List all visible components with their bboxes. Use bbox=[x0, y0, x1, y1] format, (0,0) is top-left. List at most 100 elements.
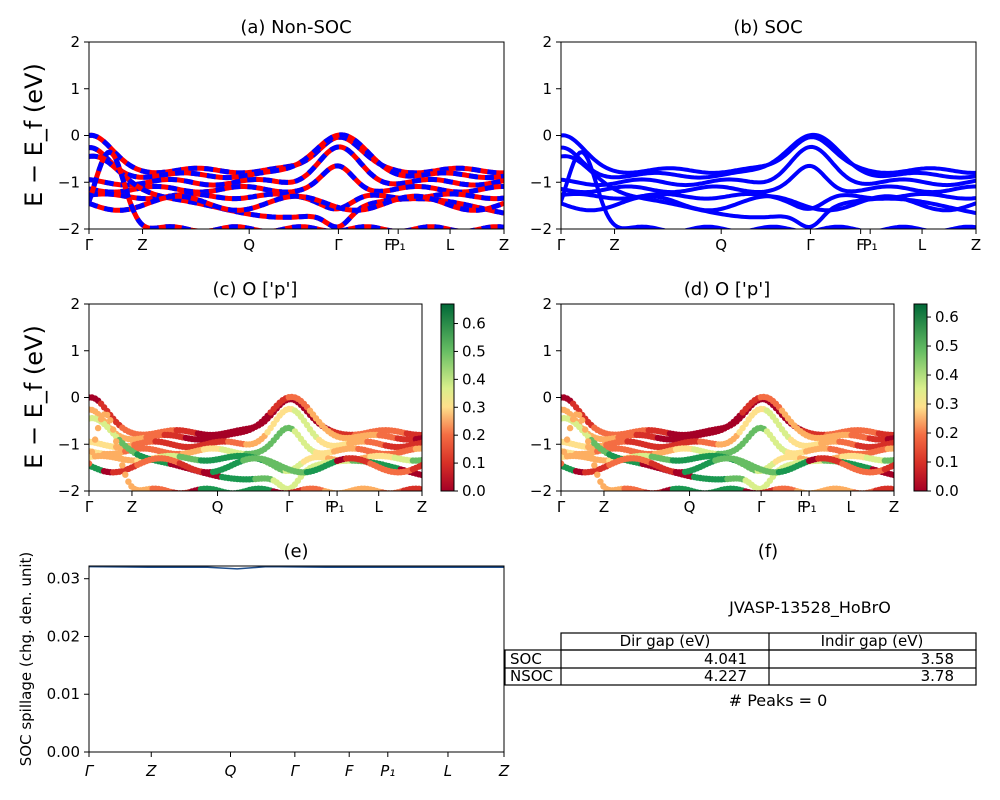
x-tick-label: Q bbox=[243, 236, 255, 254]
band-point bbox=[110, 426, 117, 433]
cbar-tick-label: 0.2 bbox=[462, 426, 486, 444]
band-point bbox=[582, 426, 589, 433]
band-line bbox=[89, 149, 504, 229]
panel-c-points bbox=[89, 393, 422, 491]
band-point bbox=[561, 460, 565, 467]
band-point bbox=[89, 448, 96, 456]
band-point bbox=[97, 416, 105, 423]
panel-b-title: (b) SOC bbox=[733, 17, 802, 38]
x-tick-label: Z bbox=[137, 236, 147, 254]
row-nsoc-dir: 4.227 bbox=[704, 667, 747, 685]
panel-a-nonsoc: (a) Non-SOC 2 1 0 −1 −2 Γ Z Q Γ FP₁ L Z bbox=[58, 17, 509, 254]
y-tick-label: 2 bbox=[542, 295, 552, 313]
colorbar-d-ticks: 0.0 0.1 0.2 0.3 0.4 0.5 0.6 bbox=[927, 308, 959, 500]
band-point bbox=[119, 462, 126, 469]
panel-b-soc: (b) SOC 2 1 0 −1 −2 Γ Z Q Γ FP₁ L Z bbox=[530, 17, 981, 254]
y-tick-label: −2 bbox=[530, 220, 552, 238]
y-tick-label: 0 bbox=[542, 389, 552, 407]
col-header-indir: Indir gap (eV) bbox=[821, 632, 924, 650]
band-point bbox=[890, 462, 894, 469]
panel-e-frame bbox=[88, 565, 505, 753]
cbar-tick-label: 0.6 bbox=[935, 308, 959, 326]
x-tick-label: L bbox=[918, 236, 927, 254]
band-point bbox=[418, 439, 422, 446]
y-tick-label: 0 bbox=[70, 389, 80, 407]
y-tick-label: 0.02 bbox=[47, 627, 80, 645]
ylabel-a: E − E_f (eV) bbox=[20, 63, 48, 207]
x-tick-label: F bbox=[325, 498, 334, 516]
band-point bbox=[890, 445, 894, 452]
panel-f-title: (f) bbox=[758, 541, 778, 562]
cbar-tick-label: 0.4 bbox=[935, 366, 959, 384]
band-line bbox=[561, 132, 976, 180]
spillage-line bbox=[88, 565, 504, 570]
panel-b-bands bbox=[561, 132, 976, 229]
band-line bbox=[561, 163, 976, 195]
cbar-tick-label: 0.0 bbox=[462, 482, 486, 500]
x-tick-label: Γ bbox=[85, 762, 95, 780]
y-tick-label: −2 bbox=[58, 482, 80, 500]
y-tick-label: −1 bbox=[58, 173, 80, 191]
row-nsoc-label: NSOC bbox=[510, 667, 553, 685]
band-point bbox=[89, 460, 93, 467]
band-point bbox=[418, 462, 422, 469]
band-point bbox=[113, 438, 120, 445]
x-tick-label: F bbox=[345, 762, 354, 780]
band-line bbox=[89, 193, 504, 213]
band-point bbox=[122, 471, 129, 478]
band-point bbox=[585, 438, 592, 445]
panel-e-line bbox=[88, 565, 504, 570]
band-point bbox=[579, 417, 586, 424]
band-point bbox=[594, 471, 601, 478]
row-soc-indir: 3.58 bbox=[921, 650, 954, 668]
x-tick-label: L bbox=[444, 762, 452, 780]
band-point bbox=[116, 450, 123, 457]
cbar-tick-label: 0.3 bbox=[935, 395, 959, 413]
band-point bbox=[94, 424, 102, 432]
x-tick-label: Z bbox=[499, 236, 509, 254]
y-tick-label: 1 bbox=[70, 80, 80, 98]
x-tick-label: Γ bbox=[85, 498, 94, 516]
band-point bbox=[107, 417, 114, 424]
band-point bbox=[418, 445, 422, 452]
peaks-count: # Peaks = 0 bbox=[729, 691, 828, 710]
y-tick-label: −1 bbox=[530, 173, 552, 191]
band-point bbox=[588, 450, 595, 457]
x-tick-label: L bbox=[446, 236, 455, 254]
x-tick-label: P₁ bbox=[330, 498, 345, 516]
y-tick-label: 1 bbox=[70, 342, 80, 360]
panel-e-title: (e) bbox=[283, 541, 308, 562]
panel-d-ticks: 2 1 0 −1 −2 Γ Z Q Γ FP₁ L Z bbox=[530, 295, 899, 516]
x-tick-label: F bbox=[384, 236, 393, 254]
band-line bbox=[89, 132, 504, 176]
y-tick-label: 2 bbox=[542, 33, 552, 51]
y-tick-label: 0 bbox=[70, 127, 80, 145]
x-tick-label: P₁ bbox=[391, 236, 406, 254]
panel-d-title: (d) O ['p'] bbox=[684, 279, 770, 300]
band-point bbox=[125, 478, 132, 485]
band-line bbox=[561, 144, 976, 188]
x-tick-label: Z bbox=[889, 498, 899, 516]
x-tick-label: Q bbox=[225, 762, 237, 780]
panel-b-ticks: 2 1 0 −1 −2 Γ Z Q Γ FP₁ L Z bbox=[530, 33, 981, 254]
row-soc-label: SOC bbox=[510, 650, 542, 668]
row-soc-dir: 4.041 bbox=[704, 650, 747, 668]
panel-f-table: (f) JVASP-13528_HoBrO Dir gap (eV) Indir… bbox=[504, 541, 977, 710]
x-tick-label: F bbox=[856, 236, 865, 254]
panel-d-projected: (d) O ['p'] 210−1−2Γ Z Q Γ FP₁ L Z 0.00.10.20.… bbox=[530, 279, 959, 516]
band-point bbox=[418, 486, 422, 491]
col-header-dir: Dir gap (eV) bbox=[620, 632, 711, 650]
x-tick-label: Q bbox=[684, 498, 696, 516]
band-line bbox=[89, 163, 504, 195]
x-tick-label: Γ bbox=[757, 498, 766, 516]
panel-c-projected: (c) O ['p'] 210−1−2Γ Z Q Γ FP₁ L Z 0.00.10.20.… bbox=[58, 279, 486, 516]
band-point bbox=[591, 462, 598, 469]
band-line bbox=[561, 133, 976, 175]
colorbar-d bbox=[913, 303, 928, 492]
x-tick-label: P₁ bbox=[380, 762, 395, 780]
x-tick-label: Z bbox=[127, 498, 137, 516]
panel-a-title: (a) Non-SOC bbox=[240, 17, 351, 38]
x-tick-label: Γ bbox=[806, 236, 815, 254]
x-tick-label: Z bbox=[498, 762, 510, 780]
